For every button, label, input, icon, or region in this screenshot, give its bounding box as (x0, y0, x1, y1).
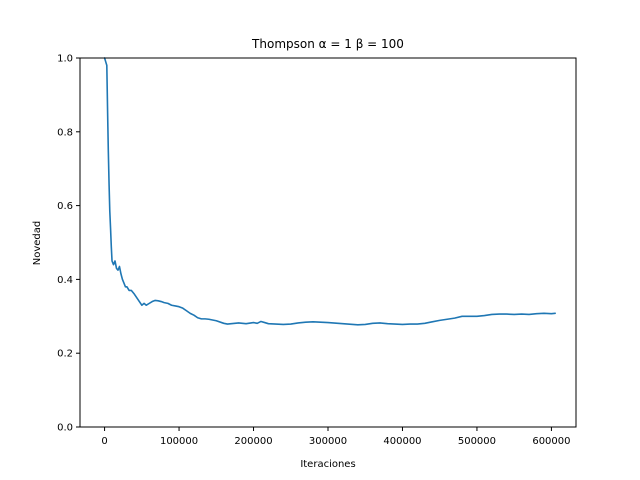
y-tick-label: 0.4 (57, 275, 73, 286)
x-tick-label: 300000 (309, 436, 347, 447)
y-tick-label: 0.2 (57, 349, 73, 360)
plot-layer (103, 57, 556, 326)
series-line-0 (103, 57, 556, 326)
y-axis: 0.0 0.2 0.4 0.6 0.8 1.0 (57, 54, 80, 434)
y-axis-label: Novedad (32, 221, 43, 266)
x-tick-label: 0 (101, 436, 107, 447)
x-tick-label: 100000 (160, 436, 198, 447)
x-tick-label: 500000 (458, 436, 496, 447)
y-tick-label: 0.8 (57, 127, 73, 138)
x-tick-label: 200000 (234, 436, 272, 447)
chart-title: Thompson α = 1 β = 100 (251, 37, 404, 51)
x-tick-label: 600000 (532, 436, 570, 447)
y-tick-label: 0.0 (57, 423, 73, 434)
y-tick-label: 1.0 (57, 54, 73, 65)
x-axis-label: Iteraciones (300, 459, 355, 470)
x-axis: 0 100000 200000 300000 400000 500000 600000 (101, 427, 571, 447)
y-tick-label: 0.6 (57, 201, 73, 212)
x-tick-label: 400000 (383, 436, 421, 447)
